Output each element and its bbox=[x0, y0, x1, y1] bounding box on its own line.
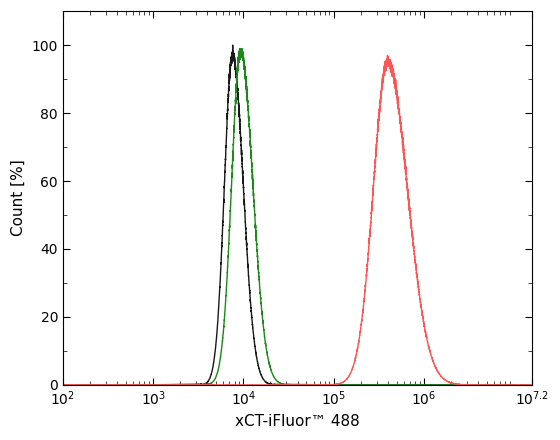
X-axis label: xCT-iFluor™ 488: xCT-iFluor™ 488 bbox=[235, 414, 360, 429]
Y-axis label: Count [%]: Count [%] bbox=[11, 160, 26, 236]
